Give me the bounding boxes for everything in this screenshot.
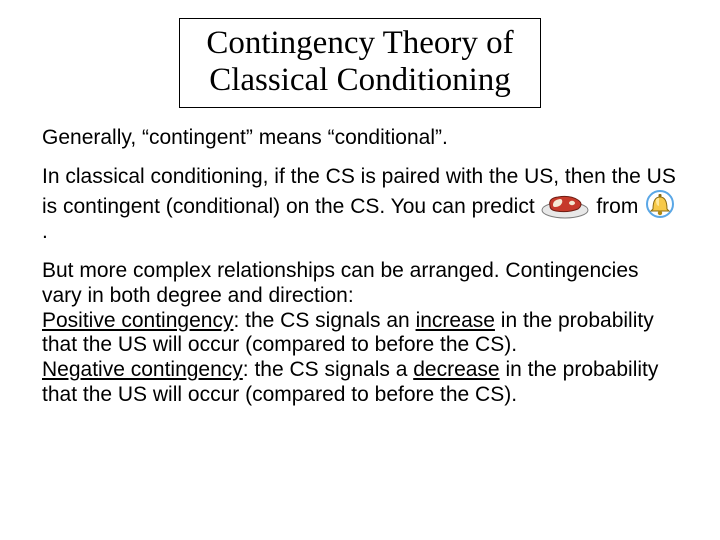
slide: Contingency Theory of Classical Conditio… xyxy=(0,0,720,540)
paragraph-3: But more complex relationships can be ar… xyxy=(42,259,678,408)
increase-word: increase xyxy=(416,309,495,332)
paragraph-1: Generally, “contingent” means “condition… xyxy=(42,126,678,151)
p3-intro: But more complex relationships can be ar… xyxy=(42,259,639,307)
title-line-1: Contingency Theory of xyxy=(206,25,513,62)
negative-contingency-label: Negative contingency xyxy=(42,358,243,381)
title-box: Contingency Theory of Classical Conditio… xyxy=(179,18,540,108)
decrease-word: decrease xyxy=(413,358,499,381)
steak-icon xyxy=(540,191,590,219)
positive-contingency-label: Positive contingency xyxy=(42,309,233,332)
p3-pos-a: : the CS signals an xyxy=(233,309,415,332)
bell-icon xyxy=(644,189,676,219)
p2-text-dot: . xyxy=(42,220,48,243)
p3-neg-a: : the CS signals a xyxy=(243,358,413,381)
title-line-2: Classical Conditioning xyxy=(206,62,513,99)
paragraph-2: In classical conditioning, if the CS is … xyxy=(42,165,678,245)
p2-text-from: from xyxy=(596,195,644,218)
